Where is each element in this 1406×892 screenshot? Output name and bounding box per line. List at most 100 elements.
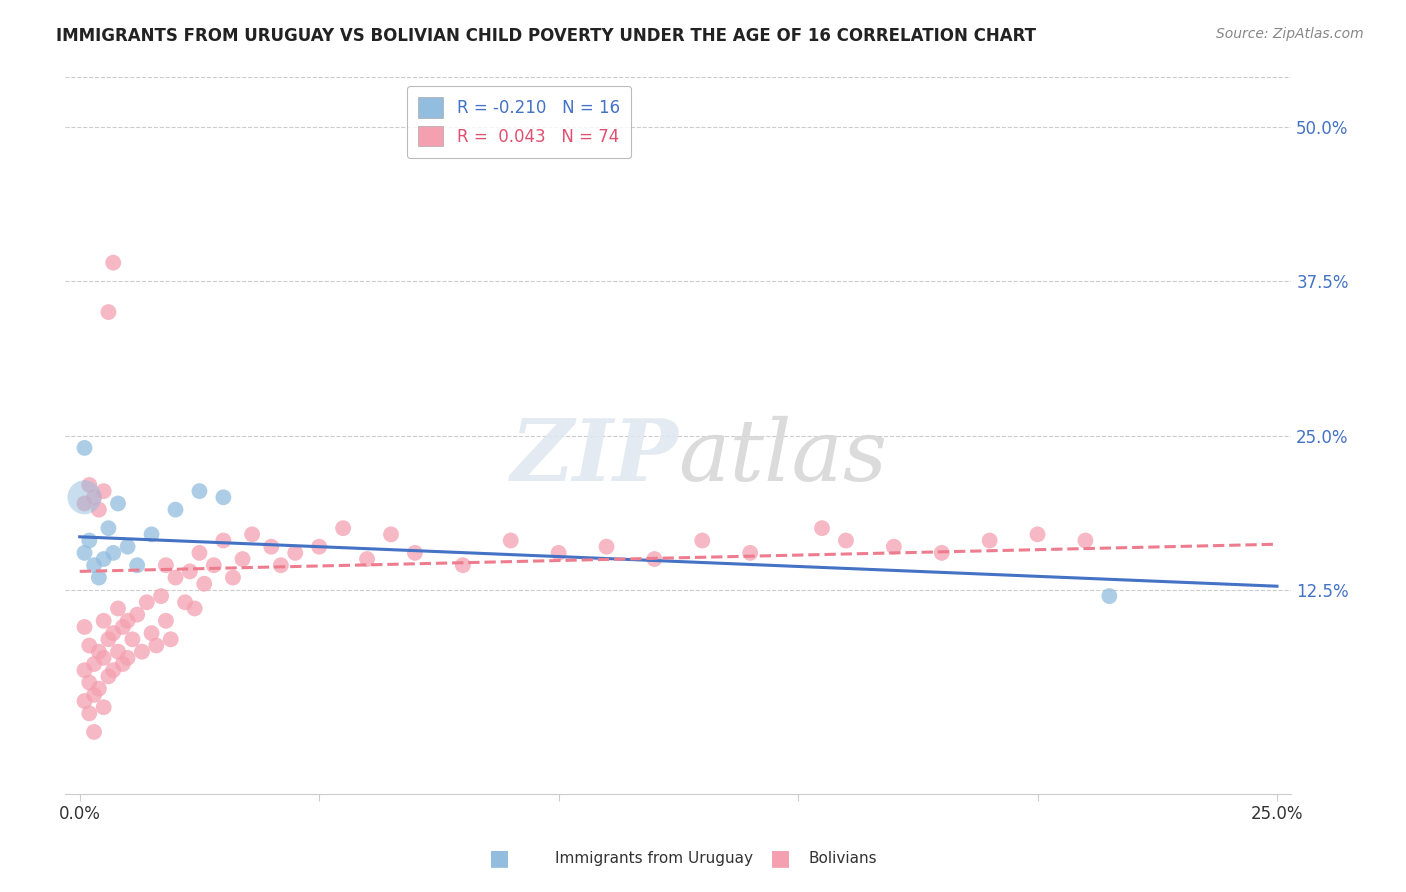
Point (107, 496, 129, 510)
Point (222, 570, 245, 584)
Point (87, 502, 110, 516)
Point (93, 614, 115, 628)
Point (179, 565, 201, 579)
Point (356, 552, 378, 566)
Point (155, 558, 177, 573)
Point (193, 576, 215, 591)
Point (83, 688, 105, 702)
Point (93, 650, 115, 665)
Point (260, 540, 283, 554)
Point (73, 441, 96, 455)
Point (97, 669, 120, 683)
Point (127, 558, 149, 573)
Point (165, 502, 187, 516)
Point (145, 639, 167, 653)
Point (141, 527, 163, 541)
Point (93, 484, 115, 499)
Point (117, 650, 139, 665)
Point (93, 552, 115, 566)
Point (83, 558, 105, 573)
Point (107, 645, 129, 659)
Point (83, 657, 105, 671)
Text: atlas: atlas (678, 416, 887, 499)
Point (83, 491, 105, 505)
Point (451, 558, 474, 573)
Text: Bolivians: Bolivians (808, 851, 877, 865)
Point (79, 478, 101, 492)
Point (188, 484, 211, 499)
Point (883, 540, 905, 554)
Point (404, 546, 426, 560)
Point (117, 540, 139, 554)
Point (159, 632, 181, 647)
Point (121, 632, 143, 647)
Point (111, 620, 134, 634)
Point (332, 521, 354, 535)
Point (202, 558, 225, 573)
Point (979, 533, 1001, 548)
Point (103, 626, 125, 640)
Point (73, 546, 96, 560)
Point (103, 255, 125, 269)
Point (284, 546, 307, 560)
Text: ■: ■ (489, 848, 509, 868)
Point (499, 533, 522, 548)
Point (131, 645, 153, 659)
Point (87, 645, 110, 659)
Text: Immigrants from Uruguay: Immigrants from Uruguay (555, 851, 754, 865)
Point (232, 552, 254, 566)
Point (97, 632, 120, 647)
Point (117, 614, 139, 628)
Point (212, 533, 235, 548)
Point (240, 527, 263, 541)
Point (73, 694, 96, 708)
Point (1098, 589, 1121, 603)
Point (97, 305, 120, 319)
Point (174, 595, 197, 609)
Point (595, 540, 617, 554)
Point (135, 595, 157, 609)
Point (931, 546, 953, 560)
Point (811, 521, 834, 535)
Point (183, 601, 205, 615)
Point (1026, 527, 1049, 541)
Point (835, 533, 858, 548)
Point (212, 491, 235, 505)
Point (1074, 533, 1097, 548)
Point (79, 675, 101, 690)
Point (73, 620, 96, 634)
Point (155, 614, 177, 628)
Point (73, 491, 96, 505)
Point (141, 626, 163, 640)
Point (547, 546, 569, 560)
Point (83, 725, 105, 739)
Point (165, 570, 187, 584)
Point (690, 533, 713, 548)
Text: IMMIGRANTS FROM URUGUAY VS BOLIVIAN CHILD POVERTY UNDER THE AGE OF 16 CORRELATIO: IMMIGRANTS FROM URUGUAY VS BOLIVIAN CHIL… (56, 27, 1036, 45)
Point (111, 657, 134, 671)
Point (380, 527, 402, 541)
Point (79, 639, 101, 653)
Point (308, 540, 330, 554)
Point (73, 496, 96, 510)
Point (150, 589, 173, 603)
Point (87, 681, 110, 696)
Point (188, 546, 211, 560)
Point (79, 706, 101, 721)
Text: ■: ■ (770, 848, 790, 868)
Point (97, 521, 120, 535)
Point (79, 533, 101, 548)
Point (103, 546, 125, 560)
Point (93, 700, 115, 714)
Point (73, 663, 96, 677)
Text: ZIP: ZIP (510, 416, 678, 499)
Point (643, 552, 665, 566)
Text: Source: ZipAtlas.com: Source: ZipAtlas.com (1216, 27, 1364, 41)
Point (270, 558, 292, 573)
Point (103, 663, 125, 677)
Legend: R = -0.210   N = 16, R =  0.043   N = 74: R = -0.210 N = 16, R = 0.043 N = 74 (406, 86, 631, 158)
Point (127, 607, 149, 622)
Point (87, 570, 110, 584)
Point (740, 546, 762, 560)
Point (107, 601, 129, 615)
